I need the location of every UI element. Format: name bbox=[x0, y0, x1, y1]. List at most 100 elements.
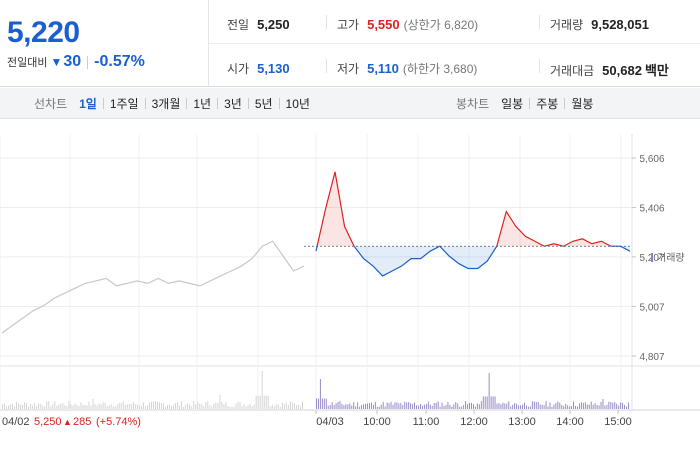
volume-bar bbox=[584, 402, 586, 409]
volume-bar bbox=[418, 405, 419, 409]
volume-bar bbox=[573, 401, 574, 409]
volume-bar bbox=[92, 399, 94, 409]
volume-bar bbox=[26, 403, 28, 409]
y-tick-label: 5,606 bbox=[639, 154, 664, 165]
volume-bar bbox=[185, 404, 187, 409]
tab-divider bbox=[102, 98, 104, 109]
volume-bar bbox=[122, 401, 124, 409]
volume-bar bbox=[60, 403, 62, 409]
volume-bar bbox=[209, 405, 211, 409]
volume-bar bbox=[343, 405, 345, 409]
volume-bar bbox=[323, 398, 325, 409]
line-chart-tab-1[interactable]: 1주일 bbox=[109, 97, 139, 111]
prev-close-value: 5,250 bbox=[34, 416, 62, 428]
stat-label: 저가 bbox=[337, 62, 360, 76]
volume-bar bbox=[138, 405, 140, 409]
volume-bar bbox=[547, 406, 549, 409]
line-chart-tab-4[interactable]: 3년 bbox=[224, 97, 242, 111]
volume-bar bbox=[435, 402, 437, 409]
volume-bar bbox=[40, 404, 42, 409]
volume-bar bbox=[161, 403, 162, 409]
volume-bar bbox=[66, 405, 68, 409]
candle-chart-tab-0[interactable]: 일봉 bbox=[501, 97, 524, 111]
prev-date-label: 04/02 bbox=[2, 416, 30, 428]
volume-bar bbox=[130, 404, 132, 409]
volume-bar bbox=[80, 402, 82, 409]
volume-bar bbox=[221, 401, 223, 409]
volume-bar bbox=[382, 401, 384, 409]
volume-bar bbox=[22, 405, 24, 409]
volume-bar bbox=[12, 403, 13, 409]
volume-bar bbox=[555, 403, 557, 409]
current-price-box: 5,220 전일대비 ▼ 30 -0.57% bbox=[0, 0, 209, 87]
volume-bar bbox=[321, 398, 323, 409]
volume-bar bbox=[14, 406, 15, 409]
volume-bar bbox=[473, 404, 474, 409]
volume-bar bbox=[118, 402, 120, 409]
volume-bar bbox=[213, 404, 215, 409]
volume-bar bbox=[596, 404, 598, 409]
volume-bar bbox=[261, 371, 263, 409]
volume-bar bbox=[269, 406, 271, 409]
x-tick-label: 15:00 bbox=[604, 416, 632, 428]
volume-bar bbox=[114, 406, 116, 409]
volume-bar bbox=[271, 404, 273, 409]
volume-bar bbox=[36, 406, 38, 409]
volume-bar bbox=[245, 406, 247, 409]
volume-bar bbox=[508, 401, 510, 409]
volume-bar bbox=[488, 373, 490, 409]
volume-bar bbox=[279, 406, 281, 409]
volume-bar bbox=[267, 395, 269, 409]
volume-bar bbox=[410, 403, 412, 409]
volume-bar bbox=[165, 406, 166, 409]
volume-bar bbox=[146, 405, 148, 409]
volume-bar bbox=[54, 401, 56, 409]
volume-bar bbox=[561, 404, 563, 409]
volume-bar bbox=[16, 401, 17, 409]
volume-bar bbox=[524, 402, 525, 409]
stats-row-divider bbox=[209, 43, 700, 44]
stat-value: 5,250 bbox=[257, 17, 290, 32]
volume-bar bbox=[565, 403, 567, 409]
line-chart-tab-6[interactable]: 10년 bbox=[285, 97, 310, 111]
volume-bar bbox=[62, 402, 64, 409]
volume-legend-label: 거래량 bbox=[657, 252, 685, 264]
volume-bar bbox=[94, 404, 96, 409]
volume-bar bbox=[496, 403, 498, 409]
volume-bar bbox=[42, 405, 44, 409]
volume-bar bbox=[163, 403, 164, 409]
volume-bar bbox=[408, 402, 410, 409]
volume-bar bbox=[317, 398, 319, 409]
prev-day-line bbox=[1, 240, 305, 334]
stat-unit: 백만 bbox=[644, 63, 669, 78]
volume-bar bbox=[388, 403, 390, 409]
volume-bar bbox=[463, 405, 465, 409]
candle-chart-tab-2[interactable]: 월봉 bbox=[571, 97, 594, 111]
volume-bar bbox=[414, 402, 416, 409]
volume-bar bbox=[30, 404, 32, 409]
volume-bar bbox=[427, 401, 429, 409]
line-chart-tab-3[interactable]: 1년 bbox=[193, 97, 212, 111]
line-chart-tab-2[interactable]: 3개월 bbox=[151, 97, 181, 111]
volume-bar bbox=[543, 405, 545, 409]
candle-chart-tab-1[interactable]: 주봉 bbox=[536, 97, 559, 111]
volume-bar bbox=[420, 403, 421, 409]
tab-divider bbox=[144, 98, 146, 109]
line-chart-tab-0[interactable]: 1일 bbox=[79, 97, 97, 111]
volume-bar bbox=[533, 401, 535, 409]
stat-high: 고가 5,550 (상한가 6,820) bbox=[337, 16, 478, 33]
volume-bar bbox=[10, 404, 11, 409]
volume-bar bbox=[549, 402, 551, 409]
volume-bar bbox=[257, 395, 259, 409]
volume-bar bbox=[578, 403, 580, 409]
volume-bar bbox=[281, 402, 283, 409]
stat-amount: 거래대금 50,682 백만 bbox=[550, 60, 669, 79]
volume-bar bbox=[191, 406, 193, 409]
volume-bar bbox=[64, 405, 66, 409]
volume-bar bbox=[367, 403, 368, 409]
line-chart-tab-5[interactable]: 5년 bbox=[254, 97, 273, 111]
volume-bar bbox=[598, 405, 600, 409]
volume-bar bbox=[537, 401, 539, 409]
volume-bar bbox=[148, 402, 150, 409]
volume-bar bbox=[480, 401, 482, 409]
